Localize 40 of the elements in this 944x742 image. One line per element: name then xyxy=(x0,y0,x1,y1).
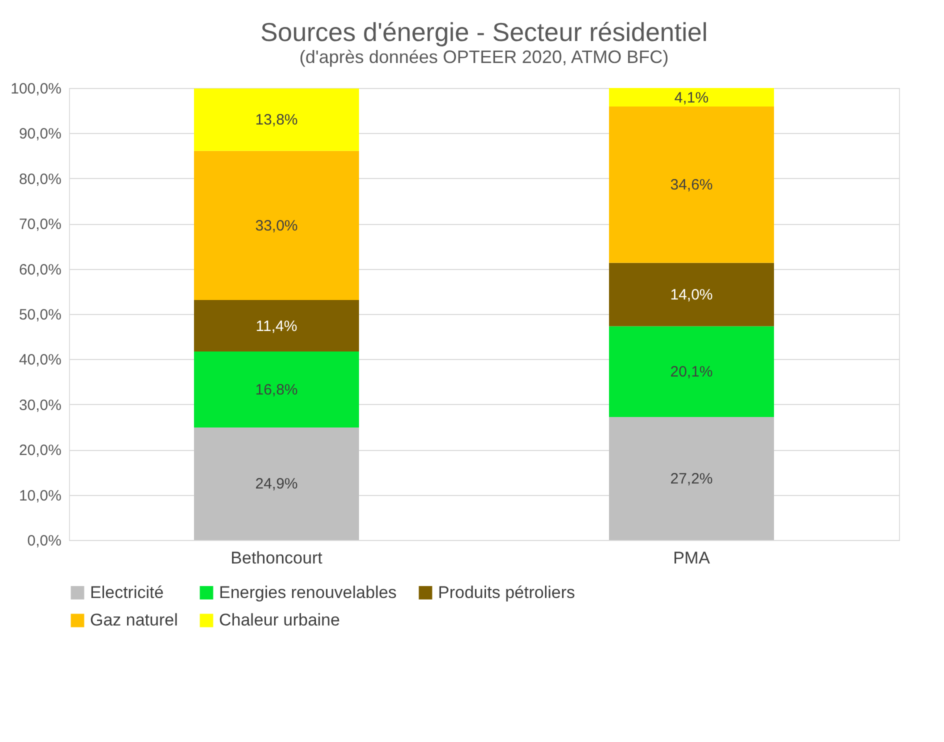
y-tick-label: 60,0% xyxy=(18,261,62,278)
legend-label: Chaleur urbaine xyxy=(219,610,340,630)
y-tick-label: 50,0% xyxy=(18,306,62,324)
y-tick-label: 30,0% xyxy=(18,396,62,414)
data-label: 13,8% xyxy=(255,112,298,129)
data-label: 33,0% xyxy=(255,217,298,234)
x-tick-label: PMA xyxy=(673,548,711,568)
y-tick-label: 0,0% xyxy=(27,532,62,550)
legend-label: Electricité xyxy=(90,582,164,602)
bar xyxy=(609,88,774,107)
legend-label: Gaz naturel xyxy=(90,610,178,630)
chart-subtitle: (d'après données OPTEER 2020, ATMO BFC) xyxy=(299,47,669,67)
y-tick-label: 100,0% xyxy=(10,80,62,98)
bar xyxy=(609,262,774,326)
data-label: 4,1% xyxy=(674,89,709,106)
data-label: 34,6% xyxy=(670,176,713,194)
data-label: 24,9% xyxy=(255,476,298,493)
y-tick-label: 10,0% xyxy=(18,487,62,504)
y-tick-label: 90,0% xyxy=(18,126,62,143)
bar xyxy=(609,417,774,540)
data-label: 11,4% xyxy=(256,318,298,335)
data-label: 27,2% xyxy=(670,470,713,488)
legend-label: Produits pétroliers xyxy=(438,582,576,602)
y-tick-label: 80,0% xyxy=(18,170,62,188)
bar xyxy=(194,427,359,540)
y-tick-label: 40,0% xyxy=(18,352,62,369)
bar xyxy=(194,150,359,300)
bar xyxy=(194,88,359,151)
bar xyxy=(194,300,359,352)
data-label: 14,0% xyxy=(670,286,713,304)
bar xyxy=(609,106,774,263)
chart-title: Sources d'énergie - Secteur résidentiel xyxy=(260,17,708,47)
data-label: 16,8% xyxy=(255,381,298,398)
bar xyxy=(194,352,359,428)
y-tick-label: 20,0% xyxy=(18,442,62,460)
legend-label: Energies renouvelables xyxy=(219,582,397,602)
x-tick-label: Bethoncourt xyxy=(230,548,323,568)
y-tick-label: 70,0% xyxy=(18,216,62,234)
bar xyxy=(609,326,774,418)
data-label: 20,1% xyxy=(670,364,713,381)
